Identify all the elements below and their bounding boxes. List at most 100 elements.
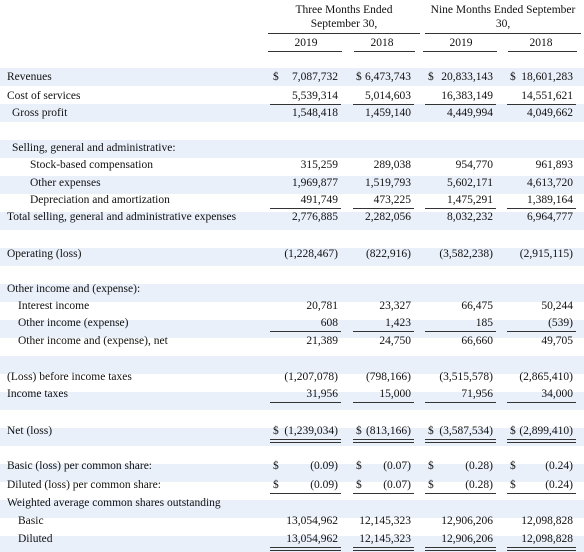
cell-value: (0.09)	[310, 479, 338, 491]
row-label: Selling, general and administrative:	[12, 142, 176, 154]
cell-value: 1,423	[385, 317, 411, 329]
cell-value: 12,098,828	[521, 515, 573, 527]
cell-value: 8,032,232	[447, 211, 493, 223]
cell-value: 491,749	[300, 194, 338, 206]
underline	[425, 331, 496, 332]
cell-value: (3,582,238)	[439, 248, 493, 260]
currency-sign: $	[510, 460, 516, 472]
currency-sign: $	[356, 460, 362, 472]
cell-value: (0.28)	[465, 460, 493, 472]
underline	[270, 104, 341, 105]
row-stripe	[0, 248, 584, 266]
row-stripe	[0, 464, 584, 482]
cell-value: 1,548,418	[292, 107, 338, 119]
currency-sign: $	[510, 71, 516, 83]
row-stripe	[0, 392, 584, 410]
cell-value: 12,145,323	[359, 515, 411, 527]
row-stripe	[0, 284, 584, 302]
cell-value: 2,776,885	[292, 211, 338, 223]
row-label: Other income and (expense), net	[18, 335, 168, 347]
row-label: Interest income	[18, 300, 90, 312]
cell-value: 49,705	[541, 335, 573, 347]
cell-value: 23,327	[379, 300, 411, 312]
row-stripe	[0, 536, 584, 552]
column-group-title: Three Months Ended	[295, 4, 393, 16]
row-stripe	[0, 140, 584, 158]
underline	[270, 208, 341, 209]
currency-sign: $	[510, 479, 516, 491]
currency-sign: $	[273, 479, 279, 491]
row-label: Basic (loss) per common share:	[7, 460, 152, 472]
cell-value: (2,865,410)	[519, 371, 573, 383]
row-label: Other expenses	[30, 177, 101, 189]
cell-value: 13,054,962	[286, 515, 338, 527]
row-label: Other income (expense)	[18, 317, 129, 329]
underline	[353, 208, 414, 209]
underline	[507, 493, 576, 494]
underline	[353, 547, 414, 551]
year-header: 2018	[529, 37, 553, 49]
cell-value: (539)	[548, 317, 573, 329]
cell-value: 12,906,206	[441, 533, 493, 545]
cell-value: 4,449,994	[447, 107, 493, 119]
underline	[353, 402, 414, 403]
row-stripe	[0, 320, 584, 338]
currency-sign: $	[356, 71, 362, 83]
underline	[507, 104, 576, 105]
underline	[270, 402, 341, 403]
row-stripe	[0, 104, 584, 122]
cell-value: 12,906,206	[441, 515, 493, 527]
underline	[425, 208, 496, 209]
cell-value: 50,244	[541, 300, 573, 312]
cell-value: (1,207,078)	[284, 371, 338, 383]
currency-sign: $	[428, 460, 434, 472]
header-rule	[268, 33, 420, 34]
cell-value: 1,519,793	[365, 177, 411, 189]
row-label: Diluted	[18, 533, 53, 545]
currency-sign: $	[428, 71, 434, 83]
row-label: Other income and (expense):	[7, 283, 141, 295]
cell-value: 4,613,720	[527, 177, 573, 189]
cell-value: 473,225	[373, 194, 411, 206]
row-stripe	[0, 356, 584, 374]
row-label: Revenues	[7, 71, 52, 83]
year-rule	[354, 51, 415, 52]
underline	[270, 439, 341, 443]
cell-value: 5,539,314	[292, 90, 338, 102]
row-label: Net (loss)	[7, 425, 53, 437]
underline	[425, 402, 496, 403]
cell-value: (0.28)	[465, 479, 493, 491]
currency-sign: $	[273, 460, 279, 472]
cell-value: 13,054,962	[286, 533, 338, 545]
currency-sign: $	[356, 479, 362, 491]
underline	[270, 547, 341, 551]
cell-value: 1,475,291	[447, 194, 493, 206]
cell-value: 20,781	[306, 300, 338, 312]
row-stripe	[0, 212, 584, 230]
cell-value: 24,750	[379, 335, 411, 347]
cell-value: 1,459,140	[365, 107, 411, 119]
cell-value: 12,098,828	[521, 533, 573, 545]
row-stripe	[0, 500, 584, 518]
cell-value: 12,145,323	[359, 533, 411, 545]
row-stripe	[0, 68, 584, 86]
cell-value: 34,000	[541, 388, 573, 400]
cell-value: (0.07)	[383, 460, 411, 472]
row-label: Basic	[18, 515, 44, 527]
row-stripe	[0, 428, 584, 446]
cell-value: 4,049,662	[527, 107, 573, 119]
column-group-title: 30,	[495, 18, 511, 30]
year-header: 2018	[370, 37, 394, 49]
underline	[507, 439, 576, 443]
cell-value: 16,383,149	[441, 90, 493, 102]
year-header: 2019	[449, 37, 473, 49]
row-label: Stock-based compensation	[30, 159, 153, 171]
row-label: Weighted average common shares outstandi…	[7, 497, 221, 509]
currency-sign: $	[510, 425, 516, 437]
cell-value: (822,916)	[365, 248, 411, 260]
cell-value: 31,956	[306, 388, 338, 400]
cell-value: 315,259	[300, 159, 338, 171]
cell-value: (2,899,410)	[519, 425, 573, 437]
cell-value: (2,915,115)	[519, 248, 573, 260]
